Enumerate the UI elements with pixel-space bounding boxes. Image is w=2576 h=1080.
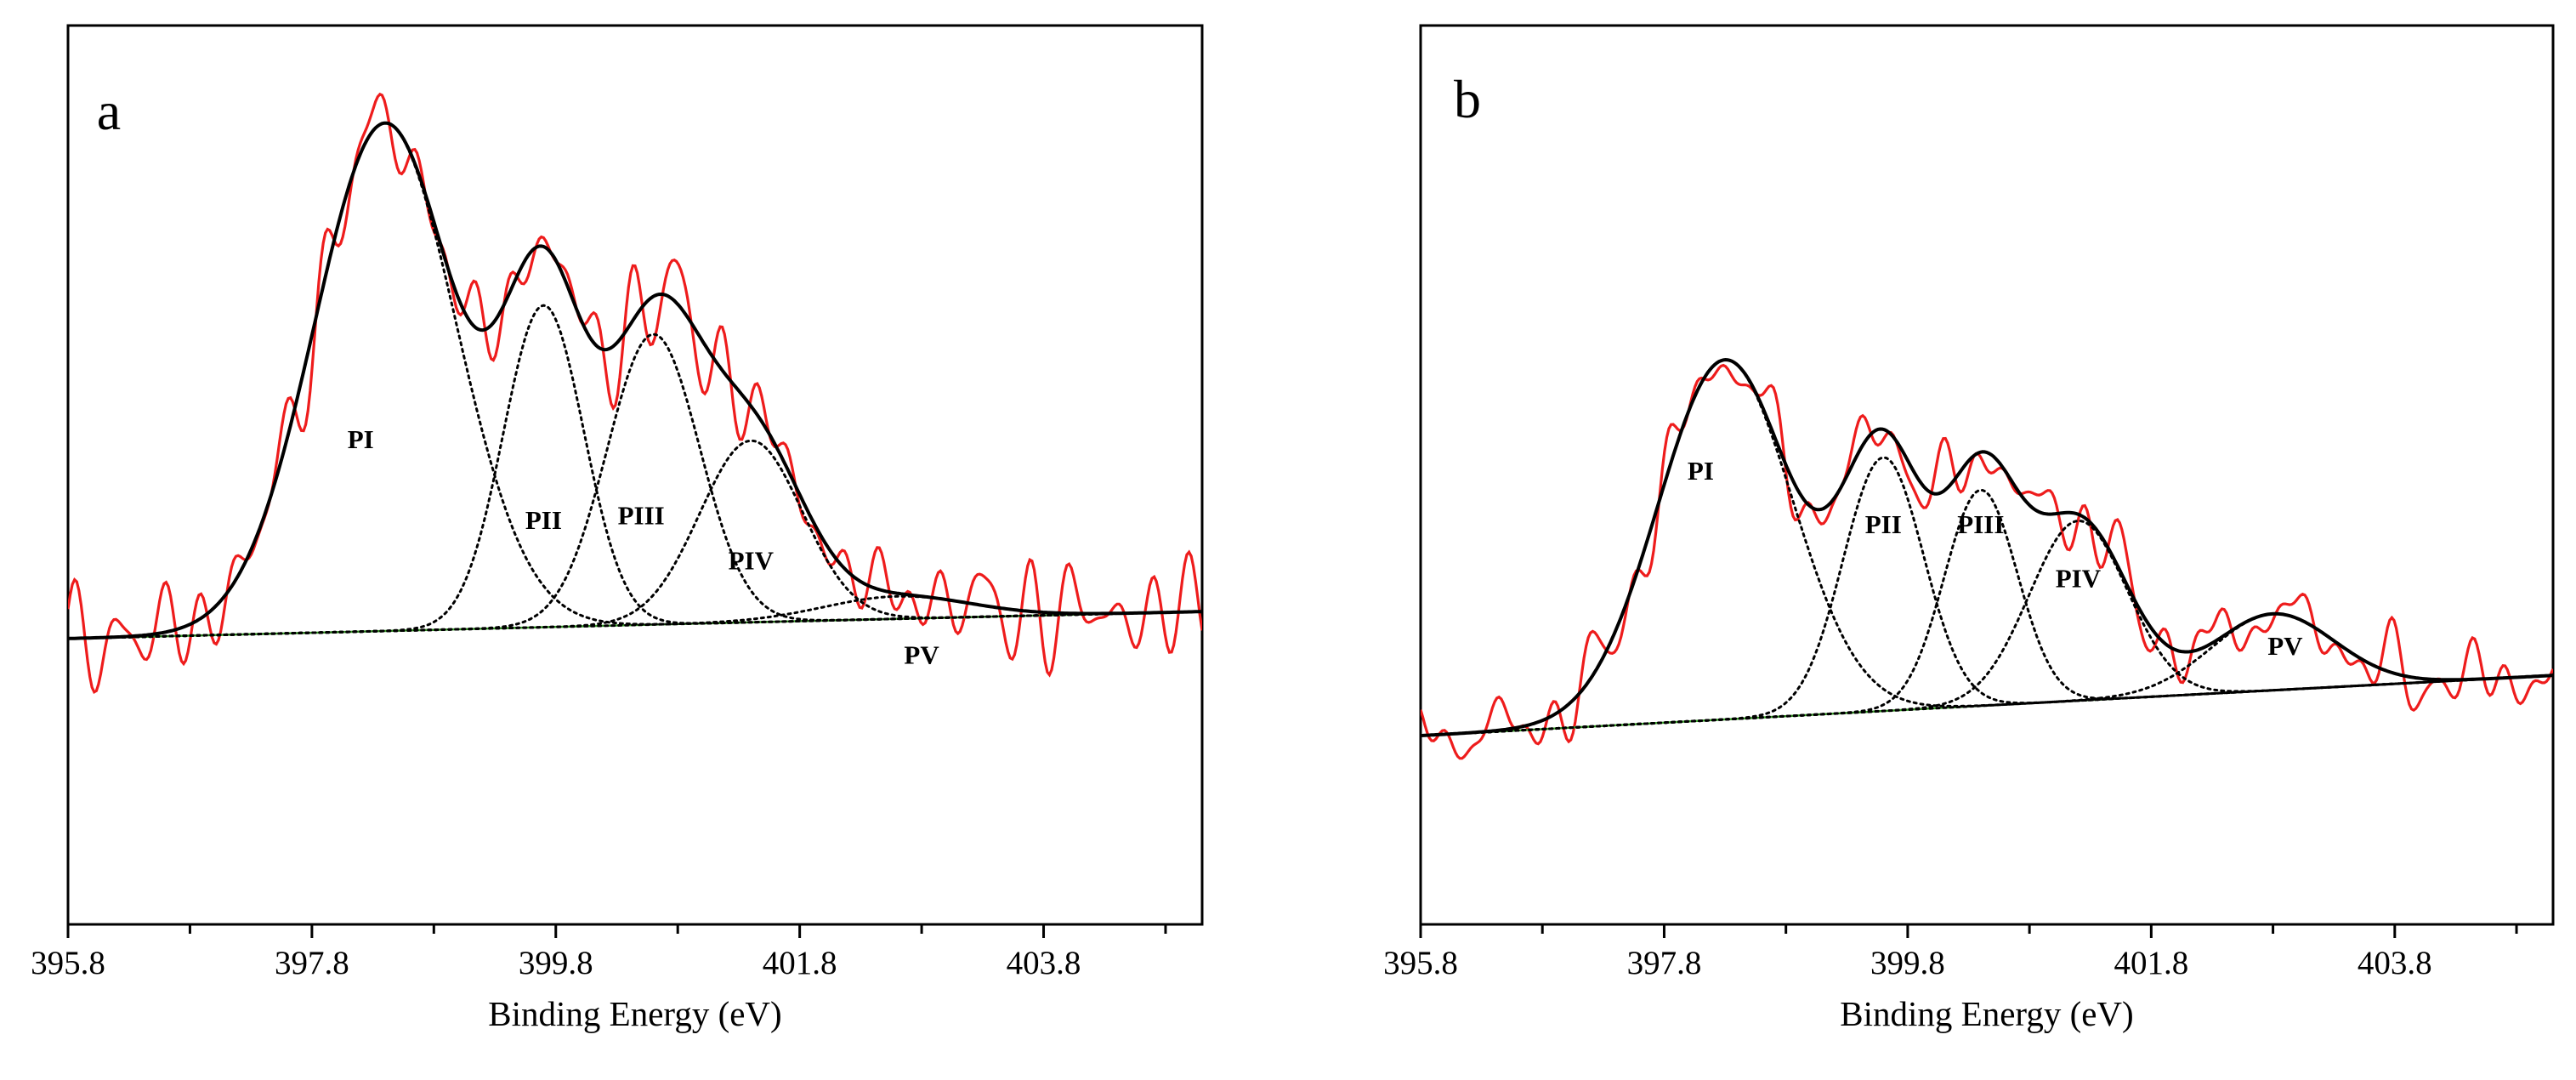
x-axis-title: Binding Energy (eV)	[488, 994, 781, 1033]
raw-data-line	[1421, 363, 2553, 760]
x-tick-label: 401.8	[763, 945, 837, 981]
x-tick-label: 403.8	[1007, 945, 1081, 981]
peak-component-piv	[1421, 519, 2553, 737]
x-tick-label: 397.8	[275, 945, 349, 981]
x-tick-label: 401.8	[2114, 945, 2188, 981]
panel-letter: a	[97, 81, 121, 141]
x-axis-title: Binding Energy (eV)	[1840, 994, 2133, 1033]
peak-label-pv: PV	[2267, 631, 2303, 661]
peak-component-pii	[1421, 456, 2553, 737]
peak-label-piv: PIV	[2056, 564, 2102, 594]
plot-frame	[66, 24, 1204, 926]
peak-label-pi: PI	[348, 424, 374, 454]
x-tick-label: 395.8	[1383, 945, 1458, 981]
peak-component-pii	[68, 304, 1202, 640]
panel-b: 395.8 397.8 399.8 401.8 403.8 Binding Energy …	[1383, 24, 2555, 1033]
peak-label-pi: PI	[1688, 456, 1714, 486]
x-tick-label: 397.8	[1627, 945, 1702, 981]
peak-component-pv	[68, 594, 1202, 640]
x-tick-label: 395.8	[31, 945, 105, 981]
peak-label-piv: PIV	[729, 545, 775, 575]
peak-component-piv	[68, 439, 1202, 640]
fitted-envelope-line	[1421, 357, 2553, 737]
peak-label-pii: PII	[525, 505, 562, 535]
panel-letter: b	[1454, 69, 1481, 129]
panel-a: 395.8 397.8 399.8 401.8 403.8 Binding Energy …	[31, 24, 1204, 1033]
peak-label-piii: PIII	[618, 501, 665, 531]
x-tick-label: 399.8	[1870, 945, 1945, 981]
peak-component-piii	[68, 333, 1202, 640]
peak-label-pii: PII	[1865, 509, 1902, 539]
peak-label-pv: PV	[904, 639, 939, 669]
peak-label-piii: PIII	[1957, 509, 2004, 539]
x-tick-label: 403.8	[2358, 945, 2432, 981]
x-tick-label: 399.8	[519, 945, 593, 981]
plot-frame	[1419, 24, 2555, 926]
fitted-envelope-line	[68, 121, 1202, 640]
